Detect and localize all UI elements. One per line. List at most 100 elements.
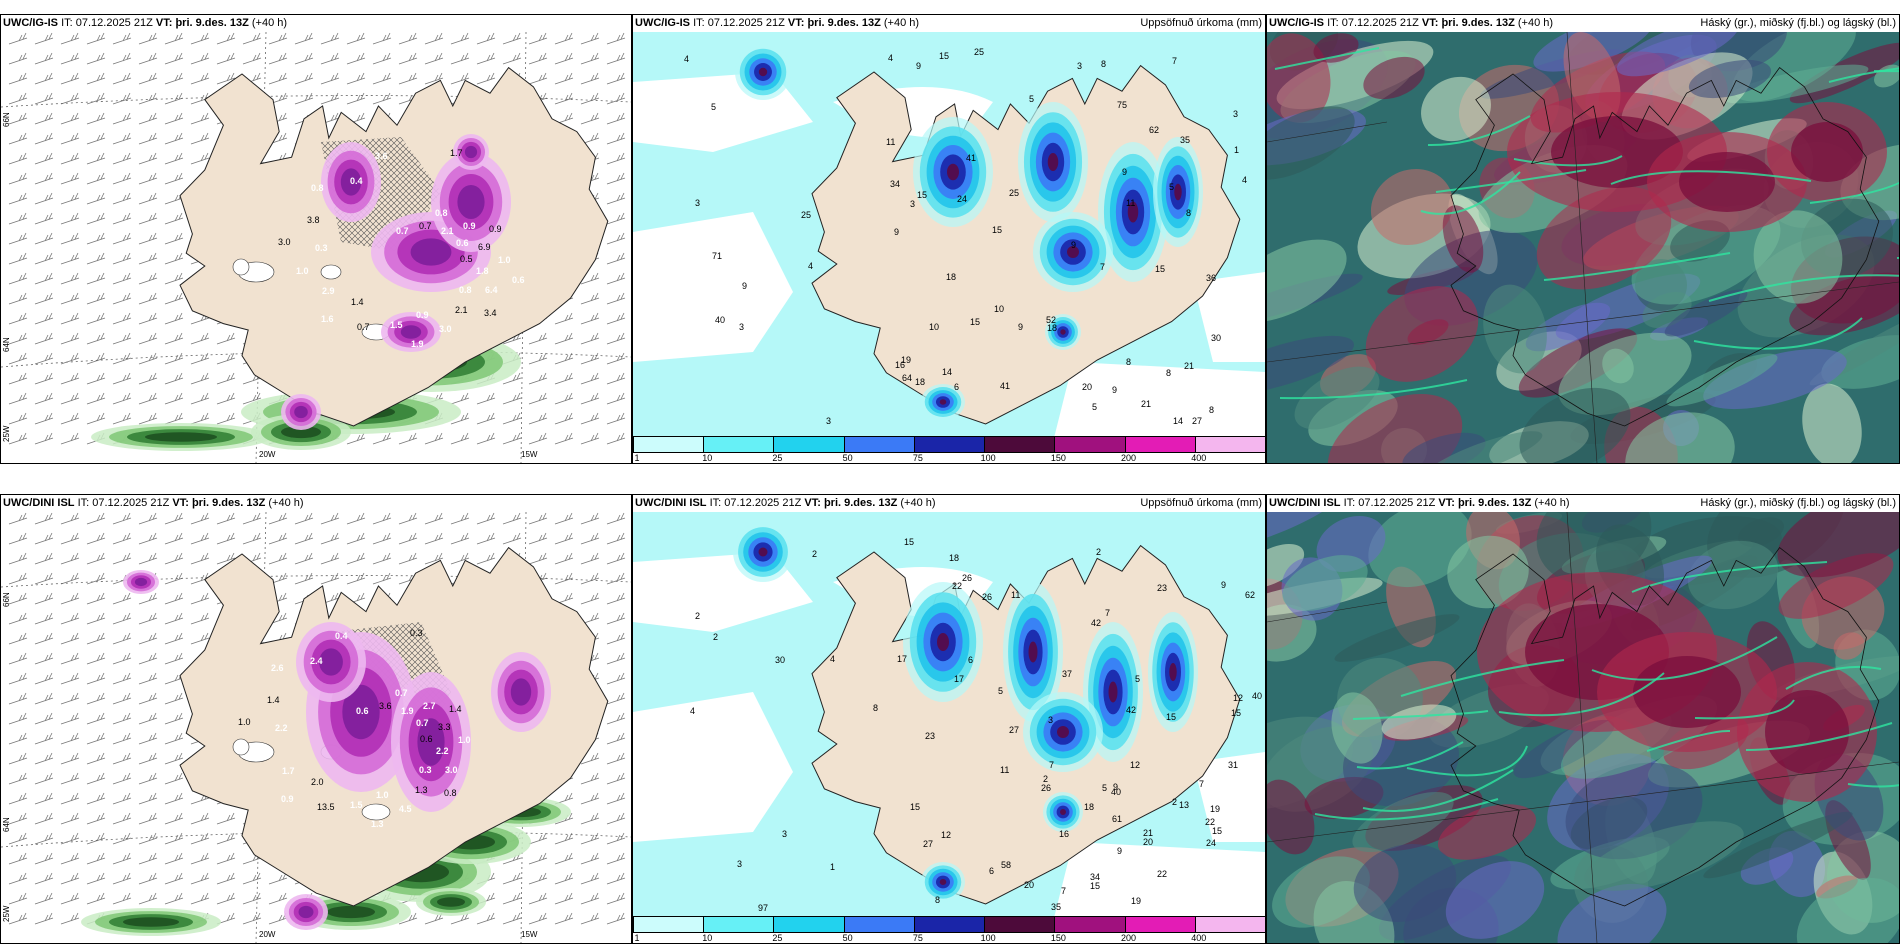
- precip-value-label: 20: [1024, 880, 1034, 890]
- wind-barb: [138, 712, 158, 725]
- precip-value-label: 27: [1192, 416, 1202, 426]
- snow-value-label: 0.4: [335, 631, 348, 641]
- wind-barb: [138, 32, 158, 45]
- precip-value-label: 71: [712, 251, 722, 261]
- wind-barb: [580, 532, 600, 545]
- wind-barb: [34, 732, 54, 745]
- snow-value-label: 1.3: [415, 785, 428, 795]
- wind-barb: [476, 532, 496, 545]
- wind-barb: [190, 592, 210, 605]
- wind-barb: [476, 72, 496, 85]
- precip-value-label: 15: [917, 190, 927, 200]
- wind-barb: [190, 332, 210, 345]
- wind-barb: [424, 532, 444, 545]
- wind-barb: [60, 592, 80, 605]
- precip-value-label: 34: [890, 179, 900, 189]
- cloud-shading: [1423, 431, 1543, 463]
- wind-barb: [8, 312, 28, 325]
- wind-barb: [502, 32, 522, 45]
- wind-barb: [86, 672, 106, 685]
- snow-value-label: 0.3: [315, 243, 328, 253]
- cloud-contour: [1274, 47, 1380, 70]
- iceland-outline: [1450, 67, 1880, 427]
- wind-barb: [34, 632, 54, 645]
- precip-value-label: 2: [695, 611, 700, 621]
- wind-barb: [8, 52, 28, 65]
- wind-barb: [164, 632, 184, 645]
- wind-barb: [138, 752, 158, 765]
- precip-value-label: 23: [925, 731, 935, 741]
- wind-barb: [580, 792, 600, 805]
- wind-barb: [138, 172, 158, 185]
- wind-barb: [60, 872, 80, 885]
- snow-shading: [400, 325, 422, 339]
- wind-barb: [528, 352, 548, 365]
- wind-barb: [346, 532, 366, 545]
- snow-value-label: 1.0: [296, 266, 309, 276]
- wind-barb: [86, 812, 106, 825]
- snow-value-label: 1.7: [282, 766, 295, 776]
- wind-barb: [164, 252, 184, 265]
- wind-barb: [190, 392, 210, 405]
- precip-value-label: 5: [1029, 94, 1034, 104]
- cloud-shading: [1365, 286, 1479, 382]
- wind-barb: [164, 532, 184, 545]
- wind-barb: [34, 772, 54, 785]
- wind-barb: [34, 852, 54, 865]
- wind-barb: [60, 312, 80, 325]
- wind-barb: [606, 252, 626, 265]
- cloud-shading: [1437, 804, 1537, 860]
- cloud-shading: [1791, 122, 1863, 182]
- cloud-shading: [1802, 383, 1862, 463]
- wind-barb: [86, 752, 106, 765]
- wind-barb: [580, 112, 600, 125]
- precip-shading: [758, 547, 768, 557]
- precip-value-label: 37: [1062, 669, 1072, 679]
- wind-barb: [8, 372, 28, 385]
- precip-value-label: 13: [1179, 800, 1189, 810]
- precip-panel-top: UWC/IG-IS IT: 07.12.2025 21Z VT: þri. 9.…: [632, 14, 1266, 464]
- precip-shading: [937, 633, 949, 651]
- wind-barb: [8, 132, 28, 145]
- snow-value-label: 0.5: [460, 254, 473, 264]
- wind-barb: [372, 92, 392, 105]
- precip-value-label: 21: [1143, 828, 1153, 838]
- cloud-shading: [1753, 210, 1843, 304]
- wind-barb: [294, 32, 314, 45]
- precip-value-label: 3: [782, 829, 787, 839]
- wind-barb: [60, 512, 80, 525]
- wind-barb: [86, 72, 106, 85]
- wind-barb: [8, 212, 28, 225]
- snow-value-label: 1.4: [449, 704, 462, 714]
- wind-barb: [138, 152, 158, 165]
- wind-barb: [502, 392, 522, 405]
- cloud-shading: [1370, 168, 1454, 246]
- precip-value-label: 4: [684, 54, 689, 64]
- dry-zone: [1053, 842, 1265, 922]
- wind-barb: [86, 632, 106, 645]
- wind-barb: [554, 832, 574, 845]
- wind-barb: [138, 692, 158, 705]
- wind-barb: [528, 512, 548, 525]
- wind-barb: [320, 72, 340, 85]
- wind-barb: [112, 332, 132, 345]
- precip-shading: [947, 163, 959, 181]
- precip-value-label: 15: [970, 317, 980, 327]
- cloud-contour: [1694, 699, 1795, 720]
- wind-barb: [8, 832, 28, 845]
- wind-barb: [60, 412, 80, 425]
- wind-barb: [8, 192, 28, 205]
- wind-barb: [112, 312, 132, 325]
- wind-barb: [60, 292, 80, 305]
- precip-shading: [1028, 641, 1038, 663]
- wind-barb: [190, 632, 210, 645]
- cloud-shading: [1664, 289, 1748, 337]
- precip-value-label: 62: [1149, 125, 1159, 135]
- precip-shading: [758, 67, 768, 77]
- wind-barb: [112, 272, 132, 285]
- colorbar-tick-label: 200: [1121, 453, 1137, 463]
- wind-barb: [8, 292, 28, 305]
- wind-barb: [190, 832, 210, 845]
- wind-barb: [86, 312, 106, 325]
- wind-barb: [86, 192, 106, 205]
